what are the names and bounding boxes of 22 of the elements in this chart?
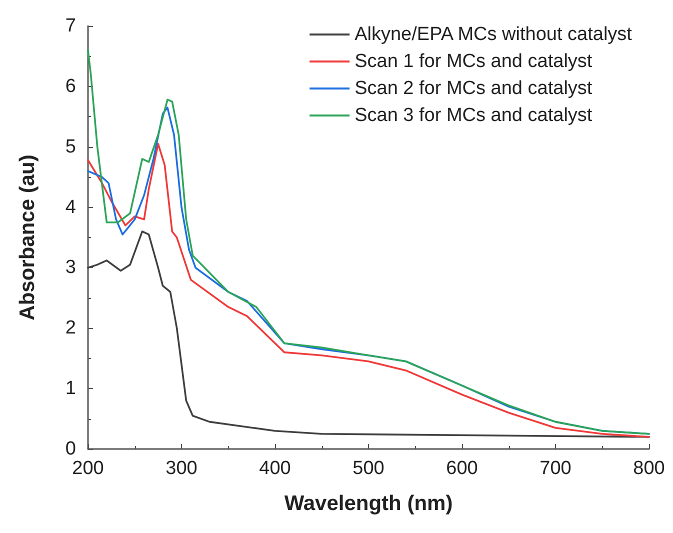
x-tick-label: 800 [633, 458, 665, 479]
y-tick-label: 1 [65, 378, 76, 400]
x-tick-label: 600 [446, 458, 478, 479]
x-tick-label: 700 [540, 458, 572, 479]
y-tick-label: 6 [65, 76, 76, 97]
y-tick-label: 7 [65, 16, 76, 36]
legend-label: Scan 3 for MCs and catalyst [354, 105, 593, 126]
y-tick-label: 0 [65, 438, 76, 460]
y-tick-label: 3 [65, 257, 76, 278]
legend-label: Scan 1 for MCs and catalyst [354, 51, 593, 72]
x-tick-label: 200 [72, 458, 104, 479]
x-tick-label: 300 [166, 458, 198, 479]
y-axis-title: Absorbance (au) [16, 154, 39, 320]
line-series [87, 230, 650, 438]
legend-label: Scan 2 for MCs and catalyst [354, 78, 593, 99]
x-axis-title: Wavelength (nm) [284, 492, 453, 515]
y-tick-label: 4 [65, 196, 76, 218]
legend-label: Alkyne/EPA MCs without catalyst [354, 24, 633, 45]
y-tick-label: 5 [65, 136, 76, 158]
x-tick-label: 500 [352, 458, 384, 479]
x-tick-label: 400 [259, 458, 291, 479]
y-tick-label: 2 [65, 318, 76, 339]
